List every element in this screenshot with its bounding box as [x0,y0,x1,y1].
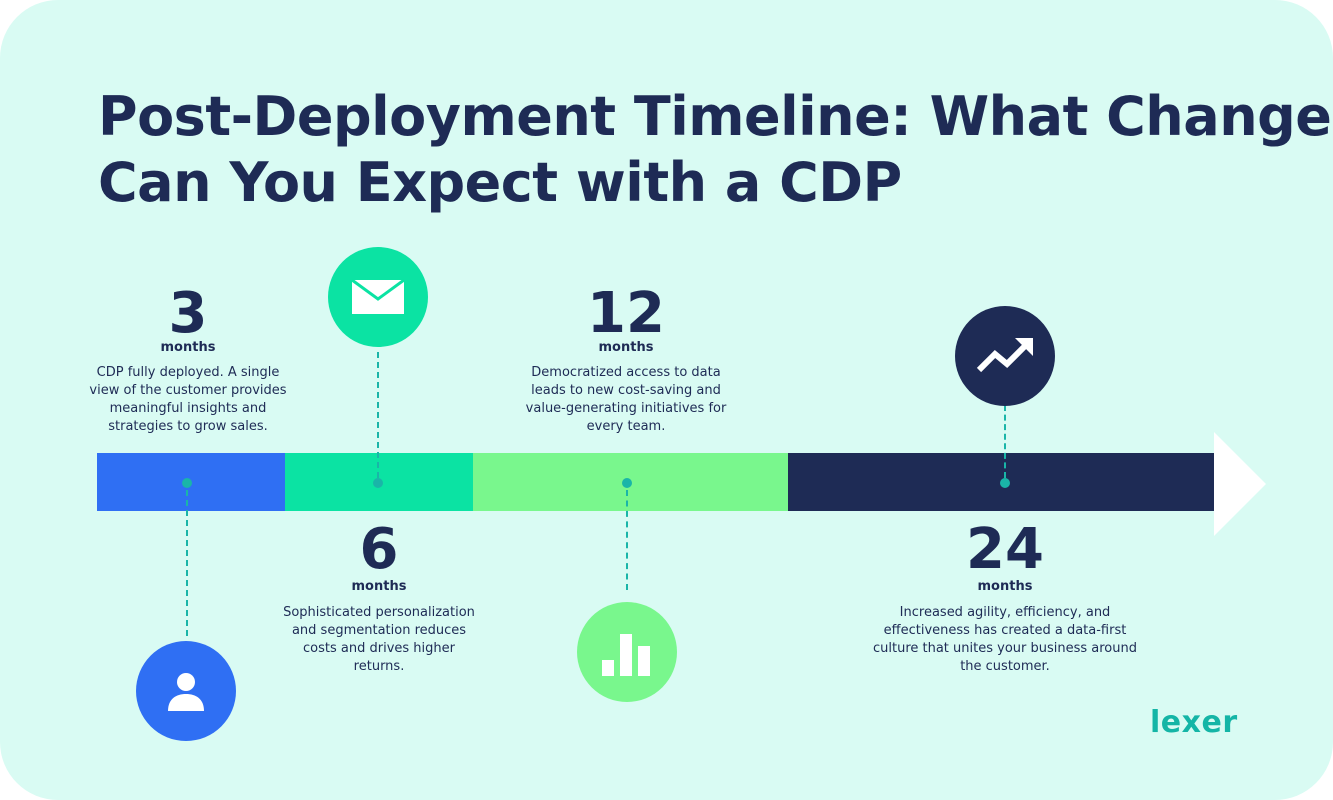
envelope-icon [328,247,428,347]
connector-line [626,490,628,590]
milestone-description-12: Democratized access to data leads to new… [525,365,727,434]
milestone-number-3: 3 [168,281,208,346]
lexer-logo: lexer [1150,705,1238,740]
page-title: Post-Deployment Timeline: What Changes C… [98,84,1333,216]
milestone-unit: months [598,340,654,355]
bar-chart-icon [577,602,677,702]
trend-up-icon [955,306,1055,406]
connector-line [377,352,379,478]
title-line-1: Post-Deployment Timeline: What Changes [98,85,1333,148]
milestone-number-6: 6 [359,517,399,582]
milestone-description-6: Sophisticated personalization and segmen… [283,605,475,674]
milestone-description-3: CDP fully deployed. A single view of the… [89,365,287,434]
title-line-2: Can You Expect with a CDP [98,151,902,214]
connector-line [1004,405,1006,478]
user-icon [136,641,236,741]
milestone-number-12: 12 [587,281,665,346]
milestone-unit: months [977,579,1033,594]
timeline-arrowhead [1214,432,1266,536]
connector-line [186,490,188,636]
timeline-dot [182,478,192,488]
milestone-unit: months [160,340,216,355]
milestone-number-24: 24 [966,517,1044,582]
milestone-description-24: Increased agility, efficiency, and effec… [872,605,1137,674]
timeline-dot [622,478,632,488]
timeline-dot [1000,478,1010,488]
timeline-dot [373,478,383,488]
milestone-unit: months [351,579,407,594]
